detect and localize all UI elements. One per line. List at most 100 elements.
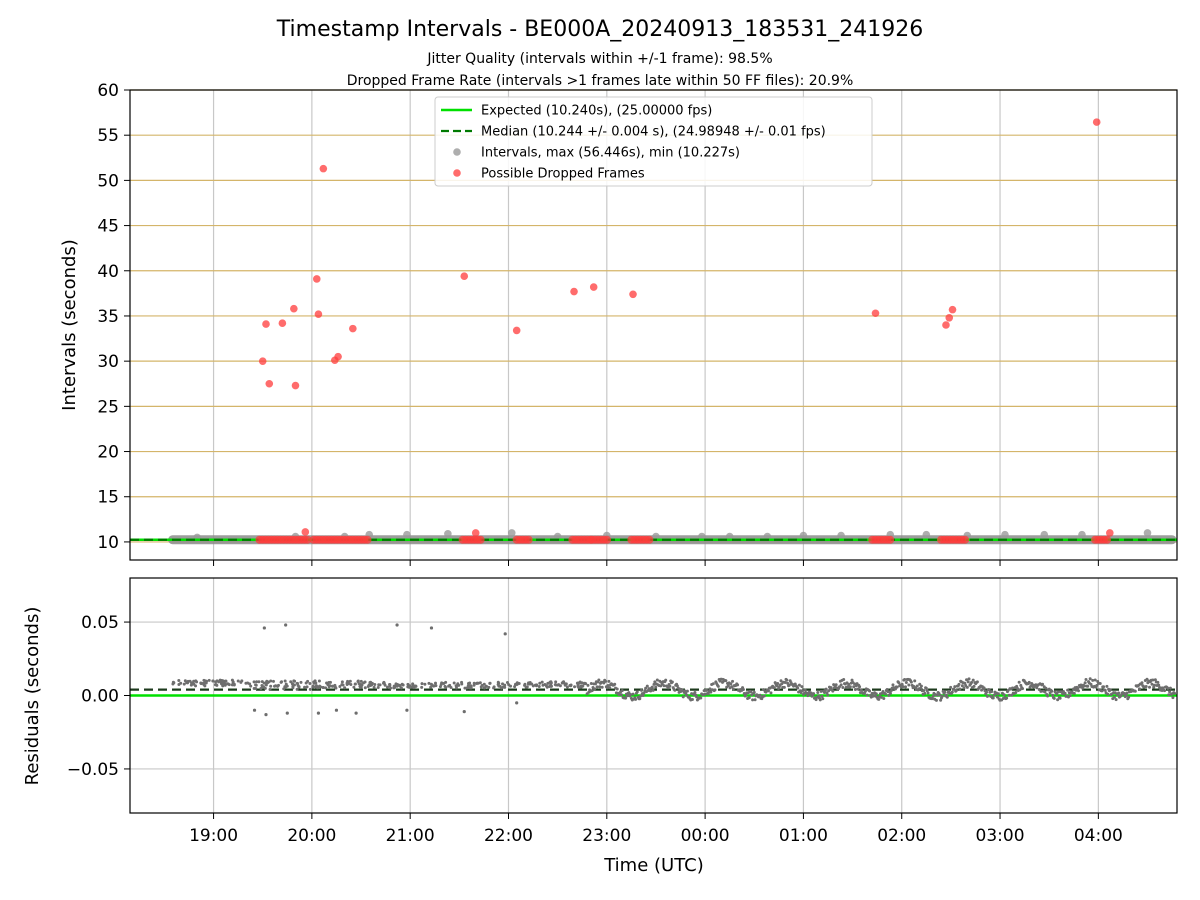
dropped-point bbox=[1092, 118, 1101, 126]
legend-label-median: Median (10.244 +/- 0.004 s), (24.98948 +… bbox=[481, 125, 826, 140]
residual-point bbox=[863, 689, 867, 693]
residual-point bbox=[1100, 689, 1104, 693]
residual-point bbox=[1114, 698, 1118, 702]
residual-point bbox=[330, 684, 334, 688]
dropped-point bbox=[291, 381, 300, 390]
residual-point bbox=[957, 682, 961, 686]
residual-point bbox=[535, 683, 539, 687]
residual-point bbox=[444, 685, 448, 689]
residual-point bbox=[842, 677, 846, 681]
residual-point bbox=[1168, 686, 1172, 690]
residual-point bbox=[758, 693, 762, 697]
residual-point bbox=[297, 685, 301, 689]
residual-point bbox=[965, 685, 969, 689]
residual-point bbox=[1066, 688, 1070, 692]
x-tick-label: 03:00 bbox=[976, 826, 1025, 846]
dropped-point bbox=[460, 272, 469, 280]
residual-point bbox=[549, 682, 553, 686]
residual-point bbox=[724, 679, 728, 683]
legend-label-expected: Expected (10.240s), (25.00000 fps) bbox=[481, 104, 712, 119]
residual-point bbox=[252, 680, 256, 684]
residual-point bbox=[1086, 684, 1090, 688]
residual-point bbox=[685, 689, 689, 693]
residual-point bbox=[831, 689, 835, 693]
residual-point bbox=[826, 693, 830, 697]
residual-point bbox=[1018, 688, 1022, 692]
residual-point bbox=[1005, 696, 1009, 700]
dropped-point bbox=[319, 164, 328, 173]
residual-point bbox=[841, 686, 845, 690]
residual-point bbox=[1088, 677, 1092, 681]
legend: Expected (10.240s), (25.00000 fps) Median… bbox=[434, 96, 873, 187]
residual-point bbox=[972, 684, 976, 688]
residual-point bbox=[797, 683, 801, 687]
residual-point bbox=[834, 683, 838, 687]
residual-point bbox=[356, 679, 360, 683]
residual-point bbox=[1076, 689, 1080, 693]
residual-point bbox=[654, 685, 658, 689]
dropped-point bbox=[265, 379, 274, 388]
residual-point bbox=[333, 683, 337, 687]
dropped-run-point bbox=[961, 535, 970, 544]
residual-point bbox=[1171, 696, 1175, 700]
residual-point bbox=[194, 684, 198, 688]
residual-point bbox=[1151, 678, 1155, 682]
residuals-y-tick-label: 0.05 bbox=[81, 613, 119, 633]
residual-point bbox=[662, 684, 666, 688]
interval-point bbox=[698, 532, 706, 541]
residual-point bbox=[859, 688, 863, 692]
residual-point bbox=[958, 687, 962, 691]
chart-subtitle-dropped: Dropped Frame Rate (intervals >1 frames … bbox=[347, 73, 854, 89]
residual-point bbox=[693, 690, 697, 694]
residual-point bbox=[452, 681, 456, 685]
dropped-point bbox=[471, 529, 480, 537]
residual-point bbox=[280, 680, 284, 684]
residual-point bbox=[291, 682, 295, 686]
residual-point bbox=[255, 680, 259, 684]
residual-point bbox=[1148, 685, 1152, 689]
residual-point bbox=[289, 680, 293, 684]
interval-point bbox=[837, 531, 845, 540]
residual-point bbox=[273, 684, 277, 688]
residual-point bbox=[538, 681, 542, 685]
residual-point bbox=[954, 688, 958, 692]
dropped-point bbox=[942, 321, 950, 329]
residual-point bbox=[515, 682, 519, 686]
residual-point bbox=[1021, 687, 1025, 691]
residual-point bbox=[304, 681, 308, 685]
legend-intervals-swatch bbox=[453, 148, 461, 156]
intervals-y-tick-label: 55 bbox=[97, 126, 119, 146]
residual-point bbox=[782, 685, 786, 689]
intervals-y-tick-label: 15 bbox=[97, 488, 119, 508]
residual-point bbox=[915, 684, 919, 688]
residual-outlier bbox=[503, 632, 507, 636]
residual-point bbox=[581, 684, 585, 688]
residual-point bbox=[224, 679, 228, 683]
residual-outlier bbox=[462, 710, 466, 714]
intervals-series bbox=[130, 118, 1177, 545]
residual-point bbox=[639, 688, 643, 692]
residual-point bbox=[930, 697, 934, 701]
residual-point bbox=[653, 680, 657, 684]
residual-point bbox=[761, 688, 765, 692]
residual-point bbox=[249, 684, 253, 688]
residual-point bbox=[769, 691, 773, 695]
residual-point bbox=[360, 683, 364, 687]
dropped-point bbox=[871, 309, 880, 318]
residual-point bbox=[340, 680, 344, 684]
residual-point bbox=[624, 696, 628, 700]
dropped-run-point bbox=[363, 535, 372, 544]
intervals-frame bbox=[129, 89, 1178, 561]
residual-point bbox=[343, 686, 347, 690]
dropped-point bbox=[948, 305, 957, 314]
residual-point bbox=[753, 698, 757, 702]
residual-point bbox=[726, 684, 730, 688]
residual-point bbox=[925, 689, 929, 693]
residual-point bbox=[348, 679, 352, 683]
residual-point bbox=[731, 679, 735, 683]
dropped-point bbox=[262, 320, 270, 328]
residual-point bbox=[705, 688, 709, 692]
residual-point bbox=[1166, 686, 1170, 690]
intervals-y-tick-label: 35 bbox=[97, 307, 119, 327]
residual-point bbox=[399, 686, 403, 690]
